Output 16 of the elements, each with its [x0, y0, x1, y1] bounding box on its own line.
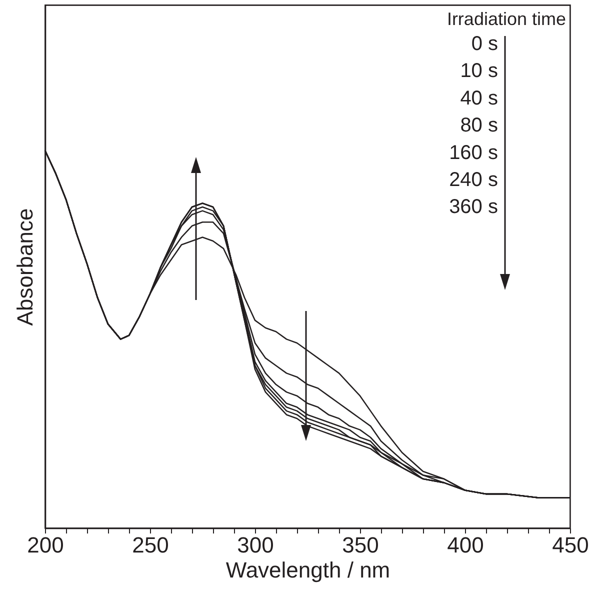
text: 80 s — [460, 114, 498, 137]
x-tick-label: 350 — [342, 532, 379, 558]
y-axis-title: Absorbance — [12, 208, 38, 326]
annotation: 160 s — [449, 142, 498, 164]
x-tick-label: 450 — [552, 532, 589, 558]
x-tick-label: 400 — [447, 532, 484, 558]
x-tick-label: 300 — [237, 532, 274, 558]
x-tick-label: 250 — [132, 532, 169, 558]
x-tick-label: 200 — [27, 532, 64, 558]
text: Irradiation time — [446, 9, 566, 29]
text: 40 s — [460, 87, 498, 110]
annotation: 240 s — [449, 169, 498, 191]
x-axis-title: Wavelength / nm — [226, 558, 390, 582]
annotation: 360 s — [449, 196, 498, 218]
text: 0 s — [471, 33, 498, 55]
text: 10 s — [460, 60, 498, 82]
